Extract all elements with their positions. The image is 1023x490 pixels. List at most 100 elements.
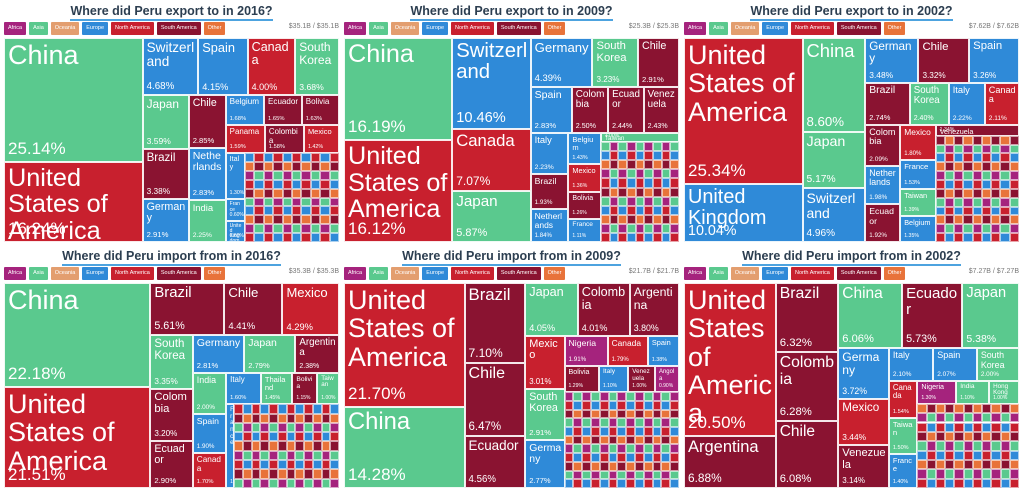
small-partner-tile[interactable] [600, 142, 610, 152]
small-partner-tile[interactable] [634, 418, 644, 428]
small-partner-tile[interactable] [304, 450, 313, 461]
small-partner-tile[interactable] [617, 418, 627, 428]
small-partner-tile[interactable] [320, 170, 330, 180]
tile-bolivia[interactable]: Bolivia 1.63% [301, 95, 339, 126]
small-partner-tile[interactable] [963, 478, 973, 488]
small-partner-tile[interactable] [1000, 180, 1010, 189]
small-partner-tile[interactable] [972, 188, 982, 198]
small-partner-tile[interactable] [600, 160, 610, 170]
tile-mexico[interactable]: Mexico 4.29% [282, 283, 339, 336]
small-partner-tile[interactable] [599, 479, 609, 488]
small-partner-tile[interactable] [608, 453, 618, 462]
tile-brazil[interactable]: Brazil 5.61% [150, 283, 225, 336]
small-partner-tile[interactable] [1000, 413, 1010, 423]
small-partner-tile[interactable] [573, 392, 583, 401]
small-partner-tile[interactable] [670, 232, 679, 242]
small-partner-tile[interactable] [269, 450, 278, 461]
tile-germany[interactable]: Germany 4.39% [530, 38, 593, 87]
small-partner-tile[interactable] [954, 459, 964, 470]
small-partner-tile[interactable] [963, 413, 973, 423]
small-partner-tile[interactable] [963, 206, 973, 216]
small-partner-tile[interactable] [917, 431, 927, 442]
small-partner-tile[interactable] [982, 422, 992, 432]
tile-ecuador[interactable]: Ecuador 1.65% [264, 95, 302, 126]
small-partner-tile[interactable] [573, 435, 583, 445]
small-partner-tile[interactable] [635, 178, 645, 188]
small-partner-tile[interactable] [661, 151, 671, 161]
small-partner-tile[interactable] [963, 459, 973, 470]
small-partner-tile[interactable] [1009, 162, 1019, 172]
small-partner-tile[interactable] [618, 205, 627, 215]
small-partner-tile[interactable] [626, 232, 636, 242]
small-partner-tile[interactable] [626, 479, 635, 488]
tile-belgium[interactable]: Belgium 1.68% [225, 95, 265, 126]
small-partner-tile[interactable] [634, 427, 644, 436]
small-partner-tile[interactable] [312, 450, 322, 461]
small-partner-tile[interactable] [926, 459, 936, 470]
small-partner-tile[interactable] [277, 460, 287, 470]
small-partner-tile[interactable] [661, 187, 671, 197]
tile-venezuela[interactable]: Venezuela 2.43% [643, 86, 679, 134]
small-partner-tile[interactable] [590, 444, 600, 454]
legend-africa[interactable]: Africa [4, 22, 27, 35]
small-partner-tile[interactable] [234, 450, 244, 461]
small-partner-tile[interactable] [643, 409, 653, 419]
small-partner-tile[interactable] [310, 188, 321, 198]
small-partner-tile[interactable] [295, 422, 305, 433]
small-partner-tile[interactable] [310, 153, 321, 162]
tile-chile[interactable]: Chile 2.91% [637, 38, 679, 87]
tile-italy[interactable]: Italy 1.60% [226, 372, 261, 405]
small-partner-tile[interactable] [935, 135, 945, 145]
small-partner-tile[interactable] [282, 188, 292, 198]
small-partner-tile[interactable] [643, 418, 653, 428]
small-partner-tile[interactable] [954, 233, 964, 242]
small-partner-tile[interactable] [945, 469, 955, 479]
small-partner-tile[interactable] [643, 435, 653, 445]
small-partner-tile[interactable] [304, 469, 313, 479]
small-partner-tile[interactable] [652, 400, 662, 410]
small-partner-tile[interactable] [945, 478, 955, 488]
small-partner-tile[interactable] [244, 153, 255, 162]
small-partner-tile[interactable] [963, 180, 973, 189]
small-partner-tile[interactable] [251, 469, 261, 479]
small-partner-tile[interactable] [263, 161, 274, 171]
small-partner-tile[interactable] [626, 205, 636, 215]
tile-united-states-of-america[interactable]: United States of America 16.12% [344, 140, 453, 242]
small-partner-tile[interactable] [582, 470, 591, 480]
small-partner-tile[interactable] [954, 431, 964, 442]
tile-colombia[interactable]: Colombia 4.01% [577, 283, 630, 336]
small-partner-tile[interactable] [935, 403, 946, 414]
small-partner-tile[interactable] [234, 460, 244, 470]
small-partner-tile[interactable] [981, 171, 992, 181]
small-partner-tile[interactable] [260, 422, 270, 433]
tile-canada[interactable]: Canada 2.11% [984, 82, 1019, 125]
legend-europe[interactable]: Europe [762, 267, 789, 280]
small-partner-tile[interactable] [330, 422, 339, 433]
small-partner-tile[interactable] [670, 418, 679, 428]
small-partner-tile[interactable] [312, 432, 322, 442]
small-partner-tile[interactable] [320, 153, 330, 162]
small-partner-tile[interactable] [652, 392, 662, 401]
small-partner-tile[interactable] [652, 178, 662, 188]
small-partner-tile[interactable] [312, 460, 322, 470]
small-partner-tile[interactable] [972, 233, 982, 242]
small-partner-tile[interactable] [652, 435, 662, 445]
small-partner-tile[interactable] [991, 422, 1001, 432]
small-partner-tile[interactable] [981, 162, 992, 172]
small-partner-tile[interactable] [670, 479, 679, 488]
small-partner-tile[interactable] [634, 461, 644, 471]
small-partner-tile[interactable] [573, 400, 583, 410]
small-partner-tile[interactable] [617, 444, 627, 454]
small-partner-tile[interactable] [312, 404, 322, 414]
tile-mexico[interactable]: Mexico 1.80% [900, 124, 936, 160]
small-partner-tile[interactable] [243, 413, 252, 423]
small-partner-tile[interactable] [644, 214, 653, 224]
small-partner-tile[interactable] [635, 232, 645, 242]
small-partner-tile[interactable] [670, 392, 679, 401]
legend-asia[interactable]: Asia [709, 22, 728, 35]
small-partner-tile[interactable] [670, 196, 679, 206]
small-partner-tile[interactable] [991, 162, 1001, 172]
small-partner-tile[interactable] [670, 409, 679, 419]
small-partner-tile[interactable] [670, 444, 679, 454]
small-partner-tile[interactable] [991, 450, 1001, 460]
